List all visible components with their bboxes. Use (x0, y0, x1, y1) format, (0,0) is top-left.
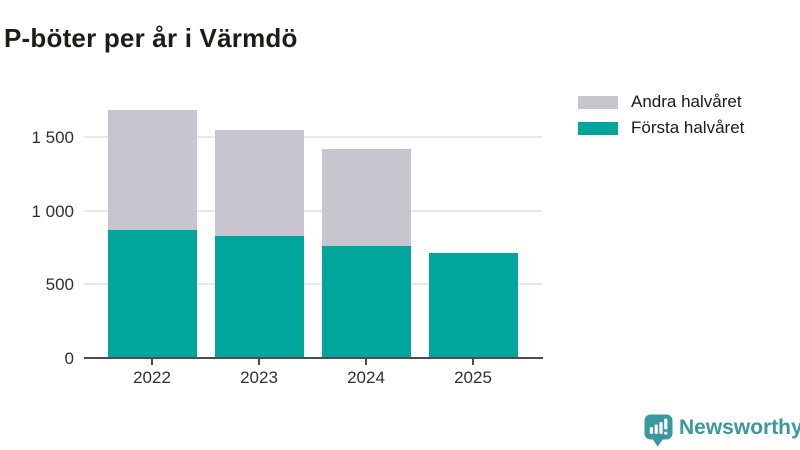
plot-area (84, 108, 542, 358)
x-axis-tick-label: 2025 (454, 368, 492, 387)
bar-segment-andra-halv-ret-2022 (107, 110, 197, 231)
gridline (84, 136, 542, 139)
chart-title: P-böter per år i Värmdö (4, 23, 298, 54)
bar-segment-f-rsta-halv-ret-2023 (214, 235, 304, 358)
gridline (84, 209, 542, 212)
bar-segment-andra-halv-ret-2024 (321, 149, 411, 247)
x-axis-tick (151, 359, 153, 365)
y-axis-tick-label: 1 500 (31, 128, 74, 148)
gridline (84, 283, 542, 286)
bar-stack-2024 (321, 149, 411, 358)
x-axis-line (84, 357, 543, 359)
legend-item-forsta-halvaret: Första halvåret (578, 115, 744, 141)
bar-segment-andra-halv-ret-2023 (214, 130, 304, 236)
y-axis-tick-label: 1 000 (31, 201, 74, 221)
legend-label: Första halvåret (631, 118, 745, 137)
bar-segment-f-rsta-halv-ret-2025 (428, 252, 518, 358)
y-axis: 0 500 1 000 1 500 (0, 108, 74, 368)
bar-stack-2022 (107, 110, 197, 358)
bar-segment-f-rsta-halv-ret-2022 (107, 230, 197, 358)
newsworthy-speech-bubble-bar-chart-icon (644, 414, 673, 447)
legend-swatch-andra-halvaret (578, 95, 618, 109)
bar-stack-2023 (214, 130, 304, 358)
bar-segment-f-rsta-halv-ret-2024 (321, 246, 411, 358)
x-axis-tick-label: 2023 (240, 368, 278, 387)
legend-label: Andra halvåret (631, 92, 742, 111)
y-axis-tick-label: 0 (64, 349, 74, 368)
x-axis-tick (258, 359, 260, 365)
newsworthy-logo-text: Newsworthy (679, 416, 800, 439)
legend-item-andra-halvaret: Andra halvåret (578, 89, 744, 115)
x-axis-tick-label: 2022 (133, 368, 171, 387)
x-axis-tick (472, 359, 474, 365)
bar-stack-2025 (428, 252, 518, 358)
x-axis-tick (365, 359, 367, 365)
y-axis-tick-label: 500 (45, 275, 74, 295)
x-axis-tick-label: 2024 (347, 368, 385, 387)
legend: Andra halvåret Första halvåret (578, 89, 744, 141)
legend-swatch-forsta-halvaret (578, 121, 618, 135)
newsworthy-logo[interactable]: Newsworthy (644, 414, 800, 447)
